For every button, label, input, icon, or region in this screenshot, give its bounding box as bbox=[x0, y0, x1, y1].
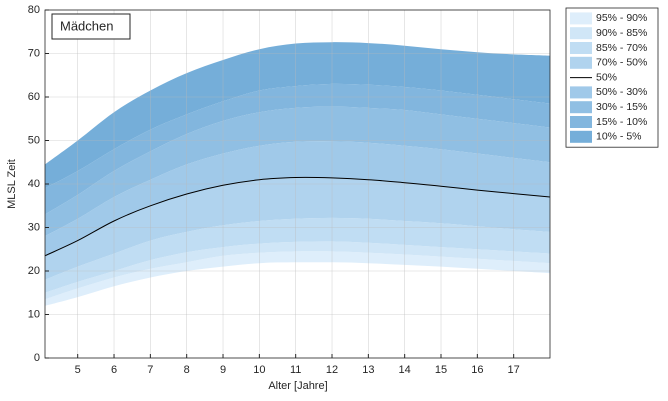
median-line bbox=[44, 176, 551, 257]
band bbox=[45, 177, 550, 280]
legend-swatch bbox=[570, 101, 592, 114]
y-tick-label: 80 bbox=[28, 4, 40, 16]
x-tick-label: 16 bbox=[471, 364, 483, 376]
x-tick-label: 13 bbox=[362, 364, 374, 376]
legend-label: 95% - 90% bbox=[596, 12, 647, 24]
x-axis-label: Alter [Jahre] bbox=[268, 380, 327, 392]
y-tick-label: 60 bbox=[28, 91, 40, 103]
legend-label: 50% - 30% bbox=[596, 86, 647, 98]
x-tick-label: 12 bbox=[326, 364, 338, 376]
x-tick-label: 7 bbox=[147, 364, 153, 376]
title-box bbox=[51, 13, 131, 40]
legend-label: 30% - 15% bbox=[596, 101, 647, 113]
y-tick-label: 20 bbox=[28, 265, 40, 277]
band bbox=[45, 217, 550, 293]
legend-swatch bbox=[570, 130, 592, 143]
y-tick-label: 10 bbox=[28, 308, 40, 320]
band bbox=[45, 42, 550, 189]
legend-label: 90% - 85% bbox=[596, 27, 647, 39]
band bbox=[45, 106, 550, 237]
x-tick-label: 15 bbox=[435, 364, 447, 376]
y-tick-label: 70 bbox=[28, 47, 40, 59]
band bbox=[45, 251, 550, 306]
legend-swatch bbox=[570, 56, 592, 69]
x-tick-label: 17 bbox=[508, 364, 520, 376]
legend-label: 10% - 5% bbox=[596, 131, 642, 143]
legend-swatch bbox=[570, 42, 592, 54]
x-tick-label: 9 bbox=[220, 364, 226, 376]
legend-label: 85% - 70% bbox=[596, 42, 647, 54]
legend-swatch bbox=[570, 12, 592, 25]
legend-swatch bbox=[570, 86, 592, 99]
x-tick-label: 11 bbox=[290, 364, 301, 376]
x-tick-label: 14 bbox=[399, 364, 411, 376]
legend-label: 15% - 10% bbox=[596, 116, 647, 128]
chart-title: Mädchen bbox=[60, 18, 113, 33]
band bbox=[45, 241, 550, 300]
y-tick-label: 50 bbox=[28, 134, 40, 146]
y-tick-label: 40 bbox=[28, 178, 40, 190]
x-tick-label: 8 bbox=[184, 364, 190, 376]
y-tick-label: 0 bbox=[34, 352, 40, 364]
band bbox=[45, 83, 550, 215]
y-axis-label: MLSL Zeit bbox=[6, 159, 18, 209]
x-tick-label: 6 bbox=[111, 364, 117, 376]
x-tick-label: 10 bbox=[253, 364, 265, 376]
legend-label: 70% - 50% bbox=[596, 57, 647, 69]
legend-label: 50% bbox=[596, 71, 617, 83]
x-tick-label: 5 bbox=[75, 364, 81, 376]
legend-swatch bbox=[570, 27, 592, 40]
band bbox=[45, 141, 550, 256]
y-tick-label: 30 bbox=[28, 221, 40, 233]
legend-swatch bbox=[570, 116, 592, 128]
